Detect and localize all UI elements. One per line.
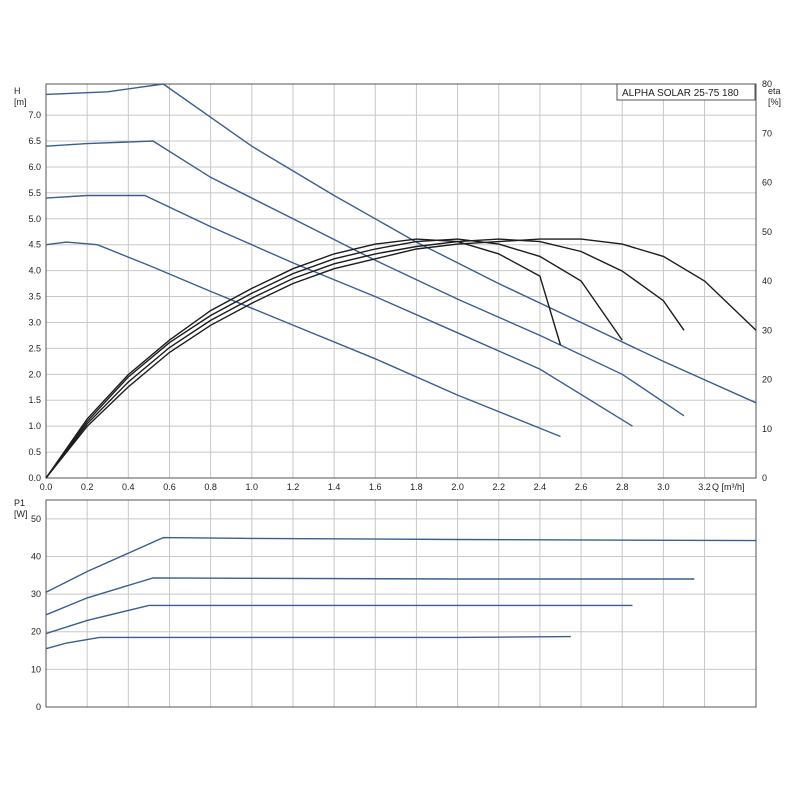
x-tick-label: 3.0	[657, 482, 670, 492]
x-tick-label: 0.4	[122, 482, 135, 492]
x-tick-label: 2.6	[575, 482, 588, 492]
y-tick-label: 5.0	[28, 214, 41, 224]
y-tick-label: 5.5	[28, 188, 41, 198]
x-tick-label: 1.2	[287, 482, 300, 492]
power-curve	[45, 635, 571, 650]
x-tick-label: 2.2	[492, 482, 505, 492]
y-tick-label: 1.0	[28, 421, 41, 431]
y-tick-label: 2.5	[28, 343, 41, 353]
bottom-chart-frame	[45, 499, 757, 708]
x-tick-label: 1.0	[246, 482, 259, 492]
x-tick-label: 1.4	[328, 482, 341, 492]
top-chart-grid	[45, 84, 756, 479]
x-tick-label: 0.6	[163, 482, 176, 492]
y2-tick-label: 30	[762, 325, 772, 335]
x-tick-label: 1.8	[410, 482, 423, 492]
x-tick-label: 1.6	[369, 482, 382, 492]
y2-tick-label: 60	[762, 178, 772, 188]
y2-tick-label: 0	[762, 473, 767, 483]
x-tick-label: 0.2	[81, 482, 94, 492]
p1-tick-label: 50	[31, 514, 41, 524]
y2-tick-label: 40	[762, 276, 772, 286]
y-tick-label: 6.5	[28, 136, 41, 146]
y2-tick-label: 20	[762, 375, 772, 385]
y-tick-label: 7.0	[28, 110, 41, 120]
p1-tick-label: 40	[31, 551, 41, 561]
y-tick-label: 0.0	[28, 473, 41, 483]
p1-tick-label: 20	[31, 627, 41, 637]
y-tick-label: 3.5	[28, 292, 41, 302]
efficiency-curve	[45, 238, 562, 479]
chart-title: ALPHA SOLAR 25-75 180	[622, 88, 739, 99]
bottom-chart-grid	[45, 500, 756, 708]
head-curve	[45, 83, 757, 404]
y2-axis-label-efficiency: eta [%]	[768, 86, 781, 107]
y-tick-label: 3.0	[28, 317, 41, 327]
p1-tick-label: 0	[36, 702, 41, 712]
y-tick-label: 0.5	[28, 447, 41, 457]
y-tick-label: 1.5	[28, 395, 41, 405]
y-tick-label: 4.0	[28, 266, 41, 276]
head-curve	[45, 194, 633, 427]
x-tick-label: 3.2	[698, 482, 711, 492]
y-tick-label: 4.5	[28, 240, 41, 250]
x-tick-label: 0.0	[40, 482, 53, 492]
top-chart-frame	[45, 83, 757, 479]
bottom-chart-series	[45, 536, 757, 650]
y-axis-label-head: H [m]	[14, 86, 27, 107]
y-tick-label: 2.0	[28, 369, 41, 379]
x-tick-label: 2.8	[616, 482, 629, 492]
p1-tick-label: 10	[31, 664, 41, 674]
power-curve	[45, 604, 633, 635]
y2-tick-label: 50	[762, 227, 772, 237]
y-axis-label-power: P1 [W]	[14, 498, 28, 519]
y-tick-label: 6.0	[28, 162, 41, 172]
legend-box	[616, 83, 756, 101]
head-curve	[45, 140, 685, 417]
top-chart-series	[45, 83, 757, 479]
power-curve	[45, 577, 695, 616]
power-curve	[45, 536, 757, 593]
y2-tick-label: 80	[762, 79, 772, 89]
head-curve	[45, 241, 561, 438]
x-tick-label: 2.0	[451, 482, 464, 492]
p1-tick-label: 30	[31, 589, 41, 599]
y2-tick-label: 70	[762, 128, 772, 138]
y2-tick-label: 10	[762, 424, 772, 434]
efficiency-curve	[45, 238, 685, 479]
x-axis-label-flow: Q [m³/h]	[712, 482, 745, 492]
efficiency-curve	[45, 238, 757, 479]
efficiency-curve	[45, 238, 623, 479]
x-tick-label: 0.8	[204, 482, 217, 492]
tick-labels: 0.0 0.2 0.4 0.6 0.8 1.0 1.2 1.4 1.6 1.8 2.0 2.2 2.4 2…	[28, 79, 772, 712]
x-tick-label: 2.4	[534, 482, 547, 492]
